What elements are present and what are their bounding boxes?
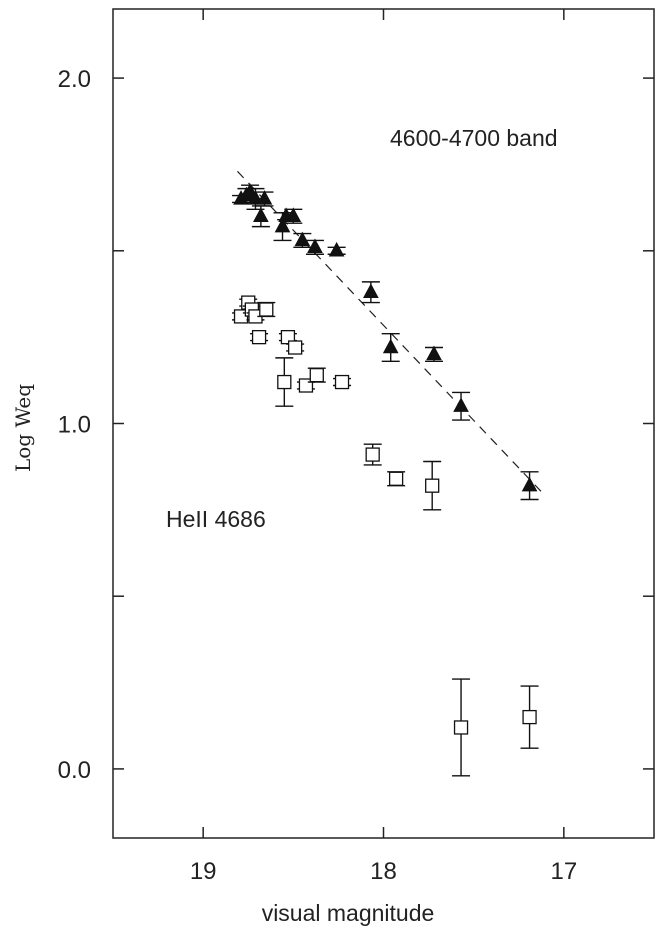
triangle-point [285,207,302,222]
x-tick-label: 17 [550,858,577,885]
series-squares [232,295,539,777]
square-point [388,471,404,486]
x-tick-label: 18 [370,858,397,885]
square-point [251,329,267,345]
annotation-band: 4600-4700 band [390,125,558,151]
triangle-point [521,476,538,492]
square-point [522,709,537,725]
triangle-point [453,397,469,412]
plot-frame [112,8,655,839]
fit-line [236,170,543,493]
square-point [365,447,380,462]
triangle-point [307,238,323,254]
triangle-point [382,338,399,354]
dashed-fit-line [236,170,543,493]
y-tick-label: 2.0 [58,66,91,93]
triangle-point [328,241,345,257]
square-point [453,720,469,735]
square-point [334,374,350,390]
triangle-point [426,345,442,361]
x-tick-label: 19 [190,858,217,885]
y-axis-label: Log Weq [11,384,35,472]
triangle-point [363,283,379,298]
y-tick-label: 0.0 [58,757,91,784]
triangle-point [274,217,291,233]
series-triangles [232,183,539,501]
x-axis-label: visual magnitude [262,900,435,926]
square-point [425,478,440,493]
square-point [259,302,274,317]
axis-ticks: 19 18 17 0.0 1.0 2.0 [58,9,654,885]
triangle-point [294,231,311,247]
square-point [287,340,303,355]
y-tick-label: 1.0 [58,412,91,439]
annotation-heii: HeII 4686 [166,506,266,532]
square-point [277,374,292,390]
square-point [309,367,324,383]
triangle-point [253,207,269,222]
triangle-point [256,190,273,205]
data-marks [232,183,539,777]
